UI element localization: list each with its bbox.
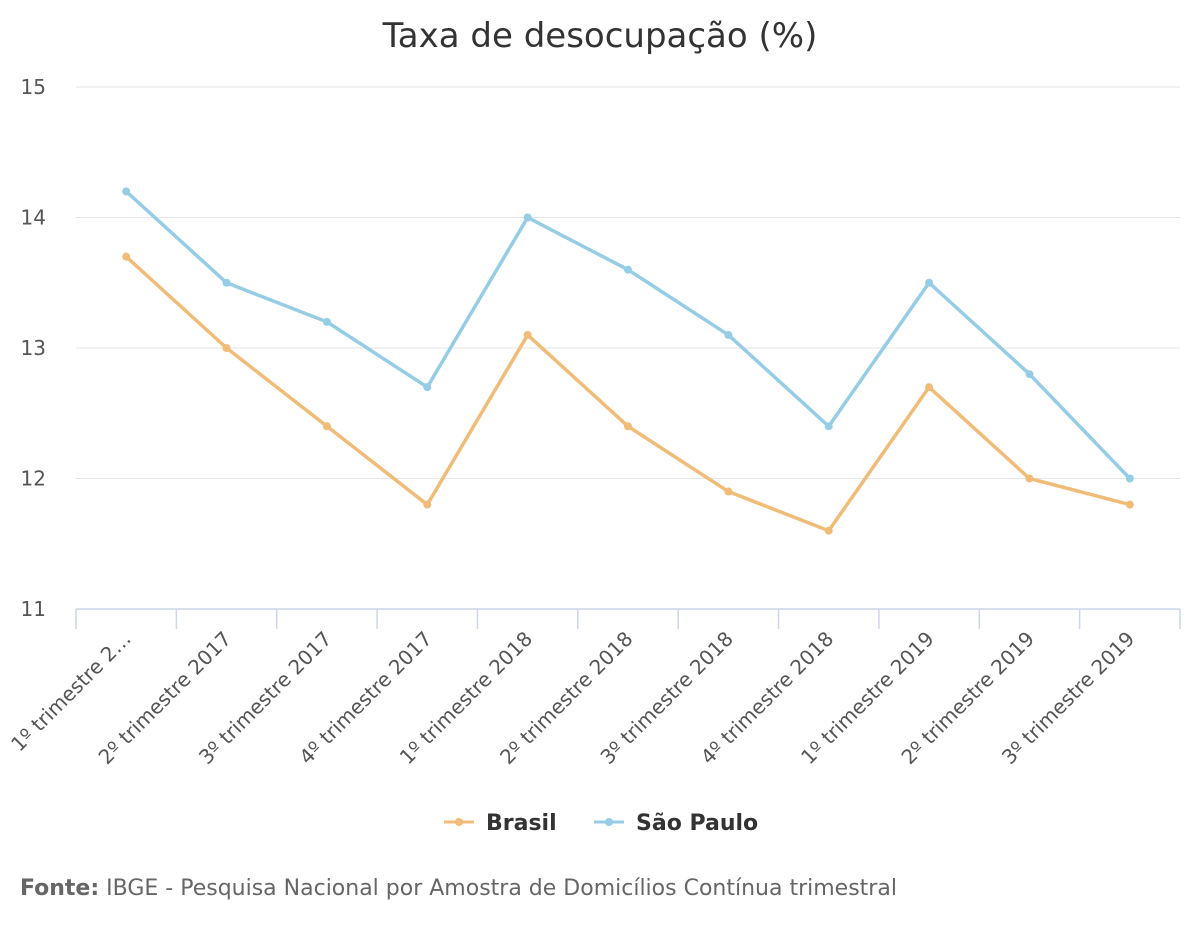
chart-title: Taxa de desocupação (%) (382, 16, 818, 56)
grid-lines (76, 86, 1180, 479)
series-line-brasil (124, 254, 1132, 533)
data-point-sao-paulo[interactable] (423, 383, 432, 392)
data-point-brasil[interactable] (322, 422, 331, 431)
data-point-brasil[interactable] (122, 252, 131, 261)
legend-label-brasil: Brasil (486, 811, 557, 836)
data-point-sao-paulo[interactable] (322, 317, 331, 326)
data-point-sao-paulo[interactable] (925, 278, 934, 287)
data-point-sao-paulo[interactable] (122, 187, 131, 196)
data-point-sao-paulo[interactable] (624, 265, 632, 274)
data-point-sao-paulo[interactable] (1125, 474, 1134, 483)
y-tick-label: 13 (21, 336, 46, 360)
y-tick-label: 15 (21, 75, 46, 99)
y-tick-label: 12 (21, 467, 46, 491)
data-point-sao-paulo[interactable] (724, 330, 733, 339)
data-point-sao-paulo[interactable] (824, 422, 833, 431)
data-point-brasil[interactable] (423, 500, 432, 509)
data-point-brasil[interactable] (523, 330, 532, 339)
data-point-sao-paulo[interactable] (1025, 370, 1034, 379)
y-tick-label: 14 (21, 206, 46, 230)
data-point-brasil[interactable] (1025, 474, 1034, 483)
source-text: IBGE - Pesquisa Nacional por Amostra de … (99, 876, 897, 901)
source-note: Fonte: IBGE - Pesquisa Nacional por Amos… (20, 876, 897, 901)
legend-item-sao-paulo[interactable]: São Paulo (594, 811, 758, 836)
data-point-brasil[interactable] (1125, 500, 1134, 509)
y-tick-label: 11 (21, 597, 46, 621)
data-point-sao-paulo[interactable] (222, 278, 231, 287)
source-label: Fonte: (20, 876, 100, 901)
series-line-sao-paulo (124, 189, 1132, 481)
data-point-brasil[interactable] (624, 422, 632, 431)
data-point-brasil[interactable] (222, 344, 231, 352)
data-point-brasil[interactable] (724, 487, 733, 496)
data-point-brasil[interactable] (824, 526, 833, 535)
data-point-sao-paulo[interactable] (523, 213, 532, 222)
legend: Brasil São Paulo (444, 811, 758, 836)
series-group (122, 187, 1134, 535)
y-axis: 11 12 13 14 15 (21, 75, 46, 621)
data-point-brasil[interactable] (925, 383, 934, 392)
legend-label-sao-paulo: São Paulo (636, 811, 758, 836)
legend-item-brasil[interactable]: Brasil (444, 811, 557, 836)
